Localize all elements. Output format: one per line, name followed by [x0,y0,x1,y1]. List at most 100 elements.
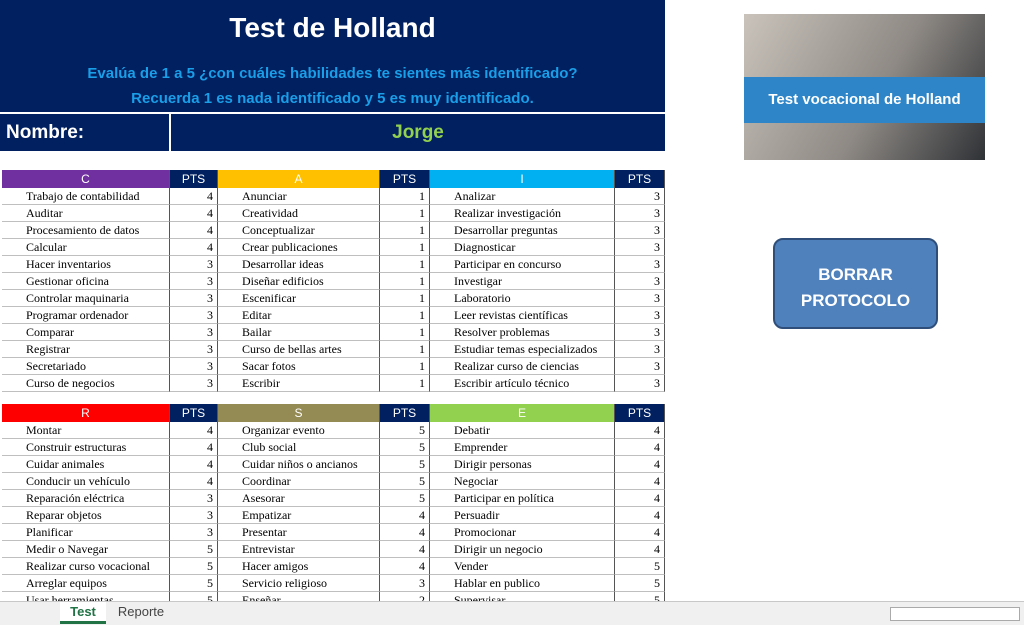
activity: Crear publicaciones [218,239,380,256]
points[interactable]: 4 [380,558,430,575]
points[interactable]: 3 [170,256,218,273]
points[interactable]: 4 [615,490,665,507]
points[interactable]: 1 [380,205,430,222]
points[interactable]: 5 [170,558,218,575]
points[interactable]: 1 [380,375,430,392]
points[interactable]: 5 [380,456,430,473]
points[interactable]: 2 [380,592,430,601]
points[interactable]: 4 [170,456,218,473]
activity: Negociar [430,473,615,490]
points[interactable]: 1 [380,273,430,290]
points[interactable]: 5 [170,575,218,592]
activity: Bailar [218,324,380,341]
points[interactable]: 4 [380,507,430,524]
activity: Arreglar equipos [2,575,170,592]
points[interactable]: 4 [615,507,665,524]
activity: Debatir [430,422,615,439]
points[interactable]: 4 [615,473,665,490]
points[interactable]: 4 [170,222,218,239]
pts-header: PTS [380,404,430,422]
points[interactable]: 4 [380,541,430,558]
points[interactable]: 3 [615,341,665,358]
points[interactable]: 1 [380,307,430,324]
sheet-tab[interactable]: Test [60,602,106,624]
points[interactable]: 3 [615,239,665,256]
banner-image: Test vocacional de Holland [744,14,985,160]
pts-header: PTS [615,404,665,422]
points[interactable]: 1 [380,358,430,375]
points[interactable]: 3 [615,290,665,307]
points[interactable]: 4 [170,439,218,456]
points[interactable]: 3 [615,273,665,290]
points[interactable]: 3 [170,307,218,324]
points[interactable]: 3 [170,273,218,290]
name-value[interactable]: Jorge [171,114,665,151]
points[interactable]: 3 [615,256,665,273]
points[interactable]: 4 [170,422,218,439]
scrollbar[interactable] [890,607,1020,621]
points[interactable]: 3 [170,324,218,341]
points[interactable]: 3 [615,205,665,222]
points[interactable]: 3 [170,524,218,541]
points[interactable]: 4 [380,524,430,541]
activity: Servicio religioso [218,575,380,592]
group-header: S [218,404,380,422]
activity: Escenificar [218,290,380,307]
sheet-tab[interactable]: Reporte [117,604,165,619]
points[interactable]: 3 [170,341,218,358]
points[interactable]: 1 [380,290,430,307]
button-label: PROTOCOLO [800,291,911,310]
points[interactable]: 4 [170,205,218,222]
points[interactable]: 1 [380,222,430,239]
points[interactable]: 3 [170,290,218,307]
points[interactable]: 4 [170,473,218,490]
points[interactable]: 4 [615,524,665,541]
points[interactable]: 4 [615,456,665,473]
points[interactable]: 3 [170,507,218,524]
points[interactable]: 5 [380,490,430,507]
clear-button[interactable]: BORRAR PROTOCOLO [773,238,938,329]
image-caption: Test vocacional de Holland [744,77,985,123]
points[interactable]: 1 [380,341,430,358]
points[interactable]: 3 [615,324,665,341]
points[interactable]: 4 [615,439,665,456]
points[interactable]: 5 [615,592,665,601]
points[interactable]: 3 [615,222,665,239]
points[interactable]: 5 [380,439,430,456]
pts-header: PTS [170,170,218,188]
activity: Participar en concurso [430,256,615,273]
activity: Investigar [430,273,615,290]
points[interactable]: 4 [615,541,665,558]
points[interactable]: 1 [380,324,430,341]
activity: Programar ordenador [2,307,170,324]
points[interactable]: 5 [380,422,430,439]
activity: Coordinar [218,473,380,490]
activity: Montar [2,422,170,439]
sheet-bar: Test Reporte [0,601,1024,625]
points[interactable]: 4 [615,422,665,439]
points[interactable]: 4 [170,239,218,256]
points[interactable]: 5 [615,575,665,592]
activity: Curso de bellas artes [218,341,380,358]
points[interactable]: 1 [380,256,430,273]
points[interactable]: 3 [170,358,218,375]
activity: Enseñar [218,592,380,601]
points[interactable]: 5 [615,558,665,575]
points[interactable]: 3 [615,375,665,392]
points[interactable]: 3 [615,188,665,205]
activity: Controlar maquinaria [2,290,170,307]
group-header: R [2,404,170,422]
points[interactable]: 4 [170,188,218,205]
points[interactable]: 1 [380,188,430,205]
points[interactable]: 5 [170,541,218,558]
points[interactable]: 5 [170,592,218,601]
points[interactable]: 3 [170,490,218,507]
points[interactable]: 3 [615,358,665,375]
points[interactable]: 1 [380,239,430,256]
activity: Trabajo de contabilidad [2,188,170,205]
points[interactable]: 3 [170,375,218,392]
points[interactable]: 3 [615,307,665,324]
points[interactable]: 3 [380,575,430,592]
points[interactable]: 5 [380,473,430,490]
group-header: A [218,170,380,188]
